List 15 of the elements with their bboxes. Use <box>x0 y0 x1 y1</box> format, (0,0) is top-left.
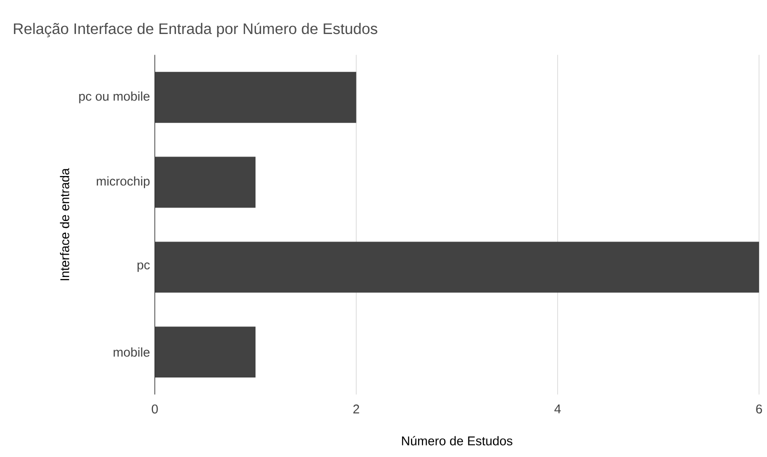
y-tick-label: mobile <box>114 347 150 356</box>
y-tick-label: microchip <box>96 176 150 188</box>
x-tick-label: 6 <box>756 404 762 414</box>
bar <box>154 72 356 123</box>
bar <box>154 156 256 208</box>
x-tick-label: 2 <box>353 404 360 414</box>
bar <box>154 241 760 292</box>
x-tick-label: 4 <box>554 404 561 414</box>
bar <box>154 326 256 378</box>
y-axis-title: Interface de entrada <box>60 168 70 280</box>
x-axis-title: Número de Estudos <box>402 436 512 446</box>
y-tick-label: pc ou mobile <box>79 91 150 104</box>
chart-title: Relação Interface de Entrada por Número de Estudos <box>14 22 378 38</box>
y-tick-label: pc <box>138 262 150 272</box>
x-tick-label: 0 <box>152 404 158 414</box>
